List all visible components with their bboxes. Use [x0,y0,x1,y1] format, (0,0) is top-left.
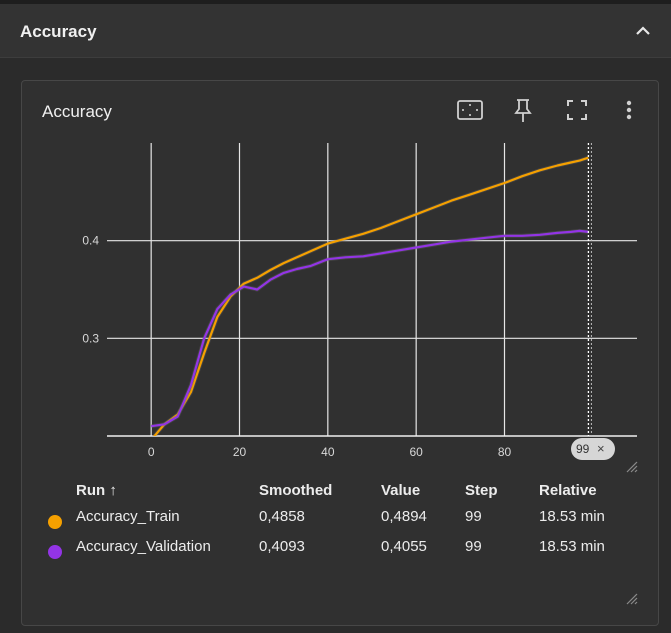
more-vert-icon [626,100,632,120]
table-row[interactable]: Accuracy_Train 0,4858 0,4894 99 18.53 mi… [42,501,639,531]
x-tick-label: 40 [321,445,335,459]
header-step[interactable]: Step [465,481,498,499]
header-relative[interactable]: Relative [539,481,597,499]
header-smoothed[interactable]: Smoothed [259,481,333,499]
smoothed-value: 0,4093 [259,537,305,555]
header-run[interactable]: Run ↑ [76,481,117,499]
y-tick-label: 0.4 [82,234,99,248]
series-line-1 [151,229,589,428]
smoothed-value: 0,4858 [259,507,305,525]
x-tick-label: 0 [148,445,155,459]
fit-domain-button[interactable] [455,95,485,125]
runs-table: Run ↑ Smoothed Value Step Relative Accur… [42,479,639,561]
relative-time: 18.53 min [539,537,605,555]
series-raw-line-1 [150,228,589,429]
pin-button[interactable] [508,95,538,125]
run-name: Accuracy_Validation [76,537,211,555]
run-color-dot[interactable] [48,515,62,529]
table-row[interactable]: Accuracy_Validation 0,4093 0,4055 99 18.… [42,531,639,561]
top-divider [0,0,671,4]
x-tick-label: 20 [233,445,247,459]
step-badge[interactable]: 99 × [571,438,615,460]
header-value[interactable]: Value [381,481,421,499]
step-value: 99 [465,507,482,525]
fullscreen-icon [567,100,587,120]
fullscreen-button[interactable] [562,95,592,125]
y-tick-label: 0.3 [82,331,99,345]
x-tick-label: 60 [409,445,423,459]
series-line-0 [153,156,589,436]
table-header-row: Run ↑ Smoothed Value Step Relative [42,479,639,501]
run-color-dot[interactable] [48,545,62,559]
raw-value: 0,4894 [381,507,427,525]
step-value: 99 [465,537,482,555]
chevron-up-icon[interactable] [634,24,652,38]
relative-time: 18.53 min [539,507,605,525]
pin-icon [514,99,532,122]
resize-handle-icon[interactable] [624,591,638,605]
more-menu-button[interactable] [614,95,644,125]
section-title: Accuracy [20,22,97,41]
fit-domain-icon [457,100,483,120]
chart-card: Accuracy 0 20 40 60 80 0.3 0.4 99 × [21,80,659,626]
step-badge-label: 99 [576,442,590,456]
card-title: Accuracy [42,102,112,121]
section-header[interactable]: Accuracy [0,4,671,58]
header-color [42,479,76,501]
series-raw-line-0 [151,155,590,436]
close-icon[interactable]: × [597,441,605,456]
accuracy-chart[interactable]: 0 20 40 60 80 0.3 0.4 [22,81,658,473]
run-name: Accuracy_Train [76,507,180,525]
x-tick-label: 80 [498,445,512,459]
raw-value: 0,4055 [381,537,427,555]
resize-handle-icon[interactable] [624,459,638,473]
